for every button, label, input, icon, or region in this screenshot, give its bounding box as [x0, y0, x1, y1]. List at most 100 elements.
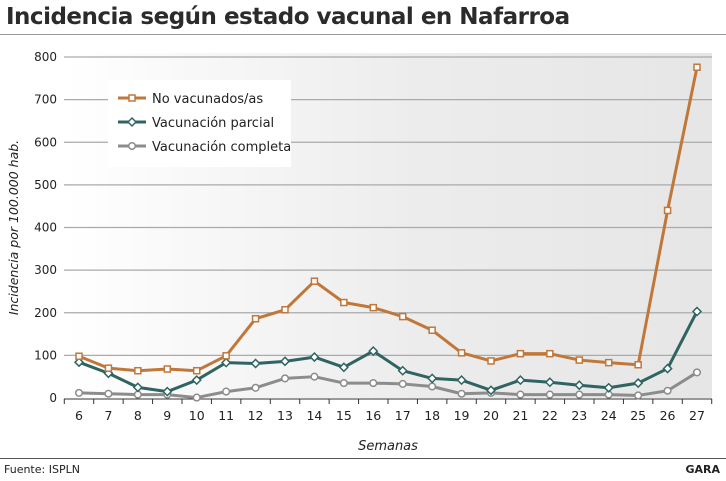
y-tick-label: 100: [34, 348, 57, 362]
data-point: [222, 387, 231, 396]
divider: [0, 458, 726, 459]
data-point: [574, 380, 585, 391]
x-tick-label: 10: [189, 408, 205, 423]
data-point: [104, 364, 113, 372]
series-line: [78, 66, 699, 373]
data-point: [280, 374, 290, 383]
data-point: [516, 349, 525, 358]
x-tick-label: 6: [75, 408, 83, 423]
data-point: [634, 361, 642, 369]
data-point: [546, 349, 554, 358]
data-point: [575, 390, 584, 399]
x-tick-label: 26: [660, 408, 676, 423]
x-tick-label: 19: [454, 408, 470, 423]
data-point: [516, 390, 525, 399]
legend-marker: [128, 94, 136, 102]
data-point: [428, 326, 436, 334]
data-point: [515, 375, 526, 386]
source-note: Fuente: ISPLN: [4, 463, 80, 476]
x-tick-label: 14: [306, 408, 322, 423]
data-point: [250, 358, 261, 369]
x-tick-label: 15: [336, 408, 352, 423]
data-point: [162, 386, 173, 397]
data-point: [487, 357, 495, 365]
data-point: [132, 382, 143, 393]
legend-marker: [127, 141, 137, 151]
data-point: [398, 312, 407, 321]
legend-marker: [126, 116, 138, 128]
data-point: [281, 306, 289, 314]
legend-label: Vacunación completa: [152, 140, 291, 155]
series-diamond: [73, 306, 703, 397]
y-axis-label: Incidencia por 100.000 hab.: [6, 140, 21, 315]
data-point: [163, 365, 172, 373]
data-point: [397, 365, 408, 376]
data-point: [633, 378, 644, 389]
x-tick-label: 12: [248, 408, 264, 423]
y-tick-label: 0: [49, 391, 57, 405]
data-point: [251, 314, 260, 323]
x-axis-label: Semanas: [358, 439, 418, 454]
x-tick-label: 17: [395, 408, 411, 423]
data-point: [309, 352, 320, 363]
data-point: [457, 349, 466, 357]
x-tick-label: 22: [542, 408, 558, 423]
data-point: [663, 206, 672, 215]
data-point: [634, 391, 643, 400]
series-line: [78, 371, 698, 400]
data-point: [192, 366, 201, 375]
x-tick-label: 16: [365, 408, 381, 423]
data-point: [75, 352, 83, 360]
x-tick-label: 24: [601, 408, 617, 423]
data-point: [485, 385, 497, 396]
data-point: [692, 368, 702, 377]
x-tick-label: 18: [424, 408, 440, 423]
data-point: [604, 358, 613, 367]
divider: [0, 34, 726, 35]
data-point: [310, 277, 319, 285]
data-point: [662, 363, 673, 374]
data-point: [340, 298, 348, 307]
x-tick-label: 25: [630, 408, 646, 423]
y-tick-label: 200: [34, 306, 57, 320]
data-point: [428, 382, 437, 391]
data-point: [427, 373, 438, 384]
x-tick-label: 21: [512, 408, 528, 423]
x-tick-label: 27: [689, 408, 705, 423]
data-point: [251, 383, 260, 392]
data-point: [398, 379, 407, 388]
data-point: [369, 379, 378, 388]
legend: No vacunados/as Vacunación parcial Vacunac…: [108, 80, 291, 167]
brand-logo: GARA: [685, 463, 720, 476]
data-point: [693, 63, 701, 71]
x-tick-label: 8: [134, 408, 142, 423]
legend-label: No vacunados/as: [152, 92, 263, 107]
data-point: [279, 356, 291, 367]
data-point: [691, 306, 703, 317]
data-point: [368, 346, 379, 357]
series-square: [75, 63, 701, 375]
data-point: [134, 366, 142, 375]
data-point: [544, 377, 555, 388]
data-point: [104, 389, 113, 398]
data-point: [545, 390, 554, 399]
y-tick-label: 400: [34, 221, 57, 235]
y-tick-label: 800: [34, 50, 57, 64]
data-point: [221, 357, 232, 368]
y-tick-label: 500: [34, 178, 57, 192]
y-tick-label: 700: [34, 93, 57, 107]
data-point: [369, 303, 378, 312]
x-tick-label: 23: [571, 408, 587, 423]
data-point: [73, 357, 85, 368]
x-tick-label: 13: [277, 408, 293, 423]
x-tick-label: 7: [104, 408, 112, 423]
y-tick-label: 300: [34, 263, 57, 277]
data-point: [663, 386, 672, 395]
data-point: [74, 388, 84, 397]
data-point: [191, 375, 202, 386]
data-point: [339, 379, 348, 388]
y-tick-label: 600: [34, 135, 57, 149]
data-point: [222, 352, 230, 360]
data-point: [575, 356, 584, 364]
data-point: [192, 393, 201, 402]
